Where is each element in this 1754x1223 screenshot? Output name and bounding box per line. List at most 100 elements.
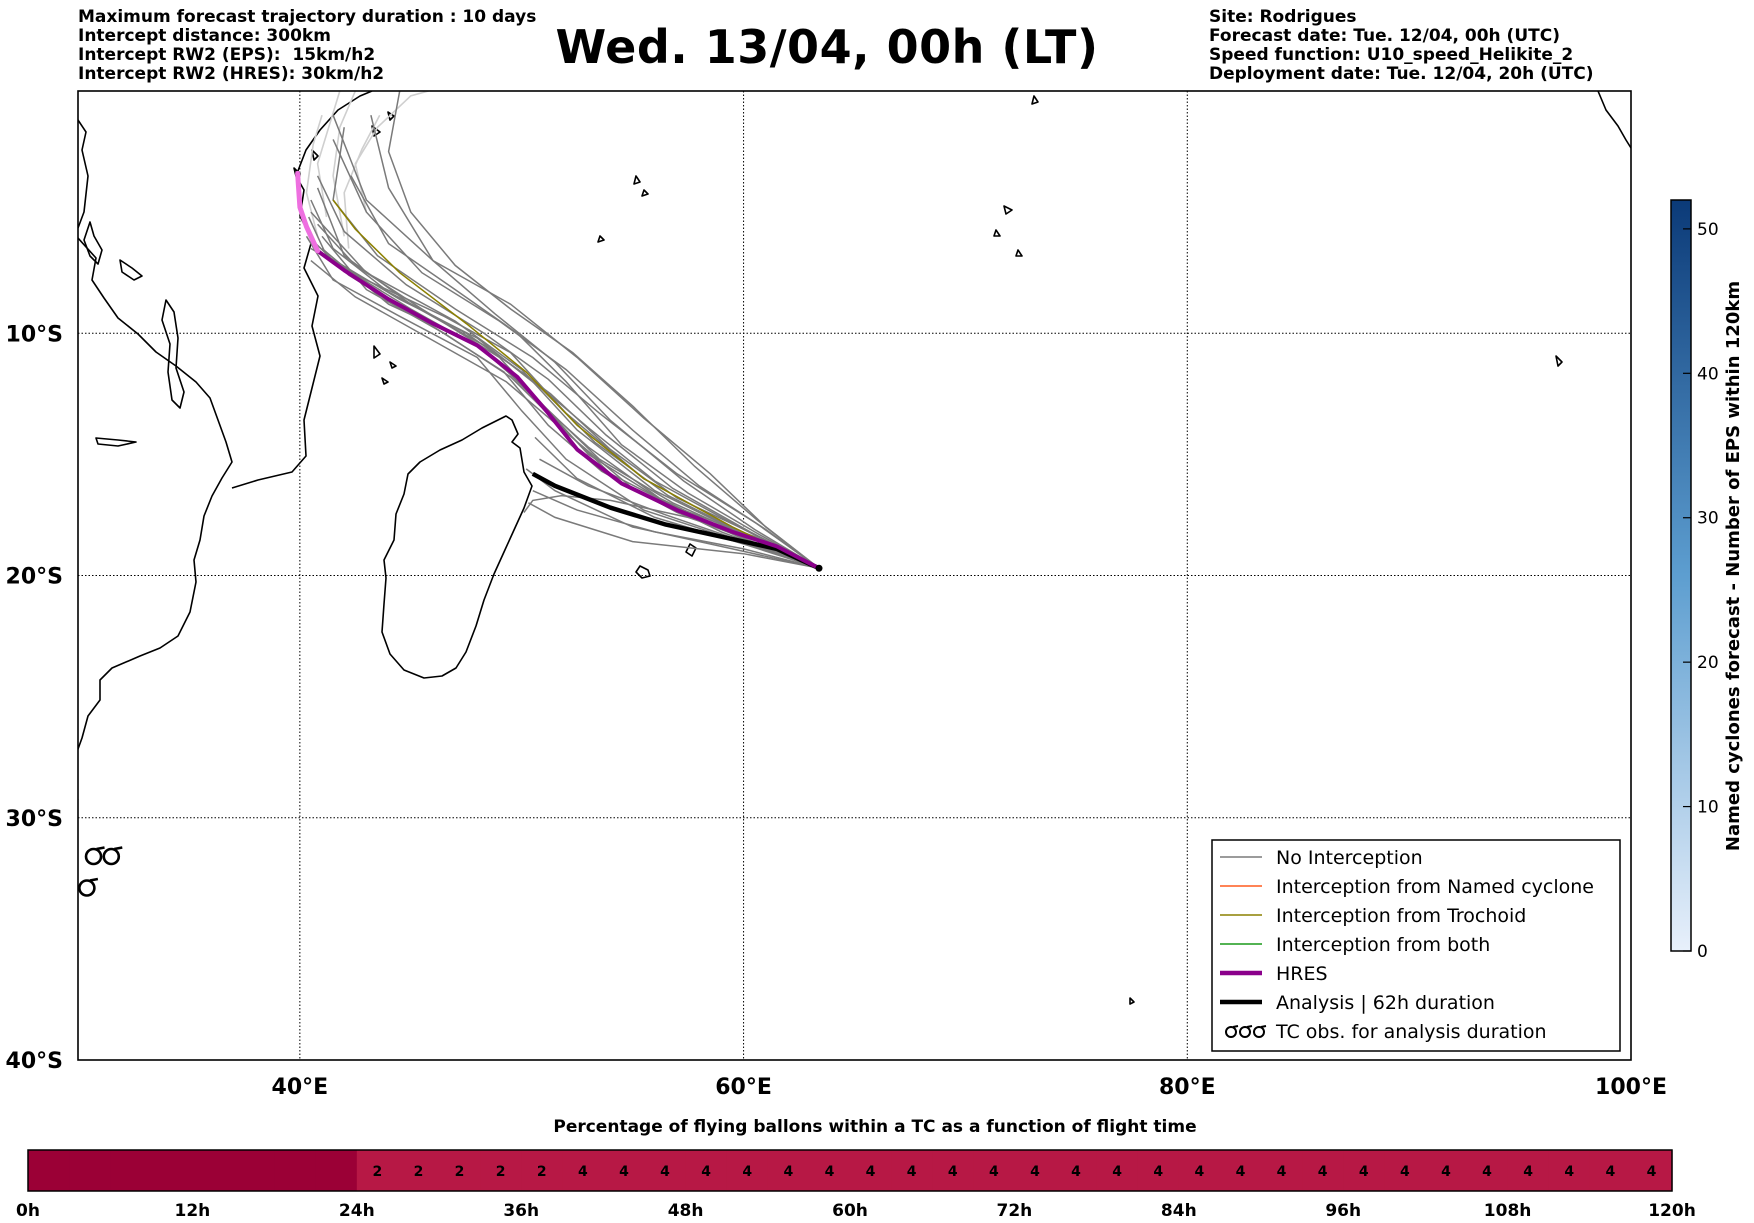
colorbar-tick-label: 30 (1697, 509, 1719, 529)
tc-obs-ring (78, 879, 96, 897)
eps-track (525, 468, 820, 569)
header-forecast-date: Forecast date: Tue. 12/04, 00h (UTC) (1209, 26, 1560, 46)
legend-label: Interception from Trochoid (1276, 905, 1526, 927)
strip-cell (315, 1150, 358, 1191)
colorbar-label: Named cyclones forecast - Number of EPS … (1723, 280, 1744, 852)
y-tick-label: 10°S (6, 322, 63, 347)
lake-tanganyika (161, 299, 185, 409)
strip-cell-value: 4 (1482, 1164, 1492, 1180)
australia-edge (1597, 91, 1631, 149)
eps-track (532, 490, 820, 569)
strip-tick-label: 72h (997, 1201, 1033, 1221)
strip-cell (1630, 1150, 1673, 1191)
strip-cell-value: 4 (660, 1164, 670, 1180)
strip-cell (932, 1150, 974, 1191)
strip-cell (973, 1150, 1015, 1191)
strip-tick-label: 108h (1484, 1201, 1532, 1221)
strip-cell-value: 2 (537, 1164, 547, 1180)
strip-cell (356, 1150, 399, 1191)
strip-cell (1096, 1150, 1139, 1191)
strip-cell (726, 1150, 769, 1191)
axis-labels: 40°E 60°E 80°E 100°E 10°S 20°S 30°S 40°S (6, 322, 1667, 1100)
page-title: Wed. 13/04, 00h (LT) (555, 20, 1099, 74)
strip-cell (1178, 1150, 1221, 1191)
strip-cell-value: 2 (496, 1164, 506, 1180)
header-speed-function: Speed function: U10_speed_Helikite_2 (1209, 45, 1574, 65)
legend-tc-icon-tail (1260, 1025, 1267, 1028)
amsterdam (1129, 997, 1135, 1005)
lake-victoria (83, 221, 103, 265)
strip-cell-value: 4 (1564, 1164, 1574, 1180)
x-tick-label: 60°E (715, 1075, 772, 1100)
hres-track-end (295, 170, 321, 254)
strip-cell (1219, 1150, 1262, 1191)
strip-cell (274, 1150, 317, 1191)
eps-track (305, 235, 820, 569)
strip-cell (562, 1150, 604, 1191)
strip-cell (1425, 1150, 1468, 1191)
strip-cell-value: 4 (1153, 1164, 1163, 1180)
mauritius (685, 543, 697, 557)
colorbar-tick-label: 50 (1697, 220, 1719, 240)
strip-cell (685, 1150, 728, 1191)
tc-obs-tail (96, 846, 105, 851)
legend-tc-icon-tail (1246, 1025, 1253, 1028)
strip-cell (110, 1150, 152, 1191)
colorbar-gradient (1670, 199, 1692, 952)
strip-cell (891, 1150, 933, 1191)
legend-label: HRES (1276, 963, 1328, 985)
strip-title-wrap: Percentage of flying ballons within a TC… (0, 1117, 1754, 1137)
page-title-wrap: Wed. 13/04, 00h (LT) (0, 20, 1754, 74)
reunion (635, 565, 651, 579)
strip-cell (439, 1150, 481, 1191)
strip-cell (808, 1150, 851, 1191)
strip-tick-label: 36h (503, 1201, 539, 1221)
colorbar-tick-label: 10 (1697, 798, 1719, 818)
strip-cell (1261, 1150, 1303, 1191)
strip-cell-value: 4 (1030, 1164, 1040, 1180)
strip-cell-value: 4 (989, 1164, 999, 1180)
strip-cell (69, 1150, 111, 1191)
strip-cell-value: 4 (825, 1164, 835, 1180)
strip-cell (192, 1150, 235, 1191)
header-left: Maximum forecast trajectory duration : 1… (78, 8, 536, 84)
strip-tick-label: 60h (832, 1201, 868, 1221)
colorbar-tick-label: 40 (1697, 364, 1719, 384)
strip-cell-value: 4 (783, 1164, 793, 1180)
africa-coastline (78, 119, 233, 800)
lake-inland-1 (95, 437, 137, 447)
strip-cell-value: 4 (1605, 1164, 1615, 1180)
strip-cell-value: 4 (907, 1164, 917, 1180)
somalia-coastline (295, 91, 373, 177)
strip-cell-value: 4 (742, 1164, 752, 1180)
eps-track-light (343, 114, 381, 249)
strip-tick-label: 24h (339, 1201, 375, 1221)
maldives (1031, 95, 1039, 105)
strip-tick-label: 96h (1325, 1201, 1361, 1221)
tc-obs-symbol (102, 846, 123, 866)
tc-obs-ring (84, 847, 103, 866)
lake-nyasa (119, 259, 143, 281)
x-tick-label: 100°E (1595, 1075, 1667, 1100)
trajectory-map: 40°E 60°E 80°E 100°E 10°S 20°S 30°S 40°S No Int… (6, 90, 1719, 1100)
legend-label: Interception from both (1276, 934, 1490, 956)
cocos (1555, 355, 1563, 367)
colorbar: 0 10 20 30 40 50 (1670, 199, 1719, 962)
tc-obs-ring (102, 847, 121, 866)
tc-obs-symbol (78, 877, 99, 897)
legend-label: Analysis | 62h duration (1276, 992, 1495, 1014)
x-tick-label: 80°E (1159, 1075, 1216, 1100)
header-intercept-distance: Intercept distance: 300km (78, 26, 331, 46)
strip-cell-value: 4 (1359, 1164, 1369, 1180)
strip-ticks: 0h 12h 24h 36h 48h 60h 72h 84h 96h 108h 120h (16, 1201, 1696, 1221)
legend: No Interception Interception from Named c… (1211, 839, 1621, 1052)
eps-track-light (305, 114, 323, 237)
strip-cell (28, 1150, 70, 1191)
seychelles (597, 175, 649, 243)
strip-cell-value: 2 (455, 1164, 465, 1180)
map-frame (77, 90, 1632, 1061)
strip-cell (233, 1150, 276, 1191)
strip-tick-label: 48h (668, 1201, 704, 1221)
legend-tc-icon (1239, 1026, 1251, 1038)
colorbar-tick-label: 20 (1697, 653, 1719, 673)
